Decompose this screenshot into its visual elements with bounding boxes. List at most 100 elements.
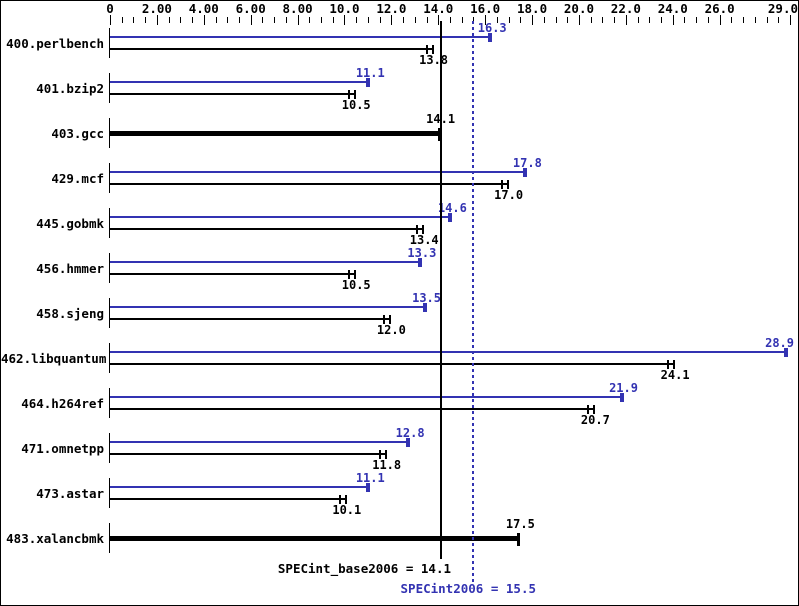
base-bar (110, 453, 387, 455)
axis-minor-tick (461, 17, 463, 23)
base-bar-endcap (416, 225, 425, 234)
base-bar (110, 408, 596, 410)
axis-minor-tick (496, 17, 498, 23)
peak-bar-endcap (366, 78, 371, 87)
axis-minor-tick (367, 17, 369, 23)
benchmark-label: 401.bzip2 (36, 81, 104, 96)
axis-minor-tick (379, 17, 381, 23)
axis-major-tick (672, 15, 674, 25)
axis-minor-tick (450, 17, 451, 23)
axis-minor-tick (121, 17, 123, 23)
axis-minor-tick (649, 17, 651, 23)
benchmark-label: 464.h264ref (21, 396, 104, 411)
peak-bar-endcap (783, 348, 788, 357)
axis-minor-tick (426, 17, 428, 23)
benchmark-label: 483.xalancbmk (6, 531, 104, 546)
axis-minor-tick (180, 17, 182, 23)
base-value: 13.4 (409, 233, 439, 247)
peak-bar-endcap (422, 303, 427, 312)
peak-value: 11.1 (355, 66, 385, 80)
base-value: 24.1 (660, 368, 690, 382)
axis-minor-tick (661, 17, 663, 23)
base-bar (110, 48, 434, 50)
base-value: 10.5 (341, 278, 371, 292)
benchmark-label: 429.mcf (51, 171, 104, 186)
axis-tick-label: 0 (106, 1, 114, 16)
axis-minor-tick (637, 17, 639, 23)
base-bar-endcap (383, 315, 392, 324)
base-value: 20.7 (580, 413, 610, 427)
axis-tick-label: 6.00 (235, 1, 266, 16)
base-bar-endcap (425, 45, 434, 54)
axis-minor-tick (567, 17, 569, 23)
axis-minor-tick (543, 17, 545, 23)
axis-minor-tick (602, 17, 604, 23)
base-value: 17.0 (494, 188, 524, 202)
axis-tick-label: 22.0 (610, 1, 641, 16)
base-value: 10.1 (332, 503, 362, 517)
axis-minor-tick (168, 17, 170, 23)
axis-minor-tick (192, 17, 194, 23)
benchmark-label: 458.sjeng (36, 306, 104, 321)
row-axis-stub (109, 478, 110, 508)
row-axis-stub (109, 343, 110, 373)
axis-minor-tick (262, 17, 264, 23)
axis-minor-tick (227, 17, 229, 23)
peak-value: 14.6 (437, 201, 467, 215)
axis-minor-tick (133, 17, 135, 23)
base-bar (110, 498, 347, 500)
axis-minor-tick (332, 17, 334, 23)
peak-bar (110, 36, 493, 38)
peak-bar-endcap (619, 393, 624, 402)
benchmark-label: 403.gcc (51, 126, 104, 141)
axis-minor-tick (309, 17, 311, 23)
peak-value: 13.3 (407, 246, 437, 260)
peak-value: 13.5 (412, 291, 441, 305)
axis-minor-tick (778, 17, 780, 23)
base-mean-line (439, 21, 442, 559)
peak-bar (110, 306, 427, 308)
axis-tick-label: 8.00 (282, 1, 313, 16)
base-bar-endcap (338, 495, 347, 504)
axis-major-tick (250, 15, 252, 25)
peak-bar (110, 216, 453, 218)
row-axis-stub (109, 388, 110, 418)
axis-major-tick (203, 15, 205, 25)
base-bar (110, 228, 425, 230)
benchmark-label: 471.omnetpp (21, 441, 104, 456)
row-axis-stub (109, 73, 110, 103)
axis-minor-tick (520, 17, 522, 23)
axis-minor-tick (238, 17, 240, 23)
axis-major-tick (110, 15, 111, 25)
axis-minor-tick (766, 17, 768, 23)
peak-summary-label: SPECint2006 = 15.5 (400, 581, 536, 596)
axis-tick-label: 16.0 (470, 1, 501, 16)
axis-minor-tick (731, 17, 733, 23)
base-bar (110, 93, 357, 95)
axis-tick-label: 29.0 (767, 1, 798, 16)
axis-minor-tick (285, 17, 287, 23)
row-axis-stub (109, 253, 110, 283)
axis-minor-tick (707, 17, 709, 23)
peak-bar-endcap (448, 213, 453, 222)
axis-minor-tick (743, 17, 745, 23)
axis-minor-tick (696, 17, 698, 23)
axis-major-tick (438, 15, 440, 25)
axis-major-tick (485, 15, 487, 25)
axis-tick-label: 20.0 (563, 1, 594, 16)
axis-minor-tick (754, 17, 756, 23)
peak-value: 11.1 (355, 471, 385, 485)
benchmark-label: 456.hmmer (36, 261, 104, 276)
peak-bar (110, 441, 411, 443)
axis-minor-tick (356, 17, 358, 23)
axis-minor-tick (403, 17, 405, 23)
base-value: 11.8 (372, 458, 402, 472)
peak-value: 16.3 (477, 21, 507, 35)
base-bar-endcap (587, 405, 596, 414)
base-bar-endcap (437, 128, 441, 141)
benchmark-label: 400.perlbench (6, 36, 104, 51)
base-value: 12.0 (376, 323, 406, 337)
axis-tick-label: 24.0 (657, 1, 688, 16)
axis-minor-tick (145, 17, 147, 23)
